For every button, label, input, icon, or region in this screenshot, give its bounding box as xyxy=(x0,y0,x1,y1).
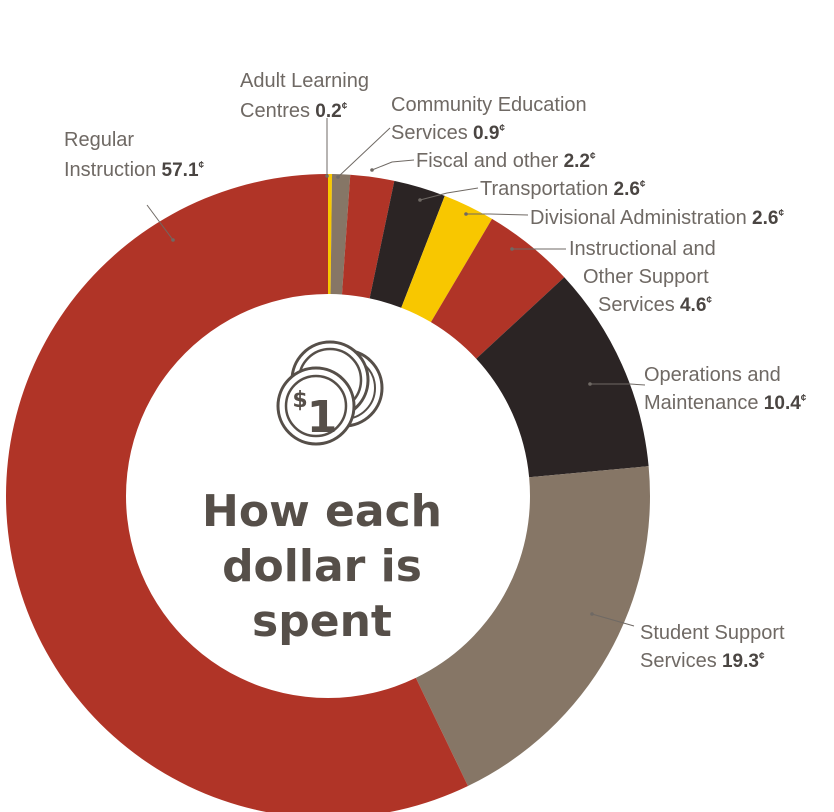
slice-label-5-line-2: Services 4.6¢ xyxy=(598,294,712,316)
cent-unit-4: ¢ xyxy=(778,208,784,219)
slice-1 xyxy=(330,174,351,295)
cent-unit-2: ¢ xyxy=(590,151,596,162)
slice-label-0-line-0: Adult Learning xyxy=(240,70,369,92)
slice-label-7-line-0: Student Support xyxy=(640,622,785,644)
leader-line-4 xyxy=(466,213,529,216)
cent-unit-3: ¢ xyxy=(640,179,646,190)
coin-dollar-sign: $ xyxy=(292,388,307,413)
slice-value-3: 2.6 xyxy=(608,179,640,200)
leader-dot-3 xyxy=(418,198,422,202)
leader-dot-6 xyxy=(588,382,592,386)
leader-dot-2 xyxy=(370,168,374,172)
slice-2 xyxy=(341,174,395,299)
slice-3 xyxy=(369,180,445,308)
slice-label-6-line-1: Maintenance 10.4¢ xyxy=(644,392,807,414)
leader-dot-0 xyxy=(325,174,329,178)
cent-unit-6: ¢ xyxy=(801,393,807,404)
coin-stack-icon: $ 1 xyxy=(276,340,384,446)
slice-4 xyxy=(401,195,493,323)
slice-value-2: 2.2 xyxy=(558,151,590,172)
chart-title-line-2: spent xyxy=(252,596,392,647)
slice-label-1-line-0: Community Education xyxy=(391,94,587,116)
slice-label-8-line-1: Instruction 57.1¢ xyxy=(64,159,205,181)
coin-amount: 1 xyxy=(307,392,338,443)
slice-6 xyxy=(476,277,649,478)
leader-dot-7 xyxy=(590,612,594,616)
slice-labels: Adult Learning Centres 0.2¢ Community Educ… xyxy=(64,70,807,672)
slice-label-3-line-0: Transportation 2.6¢ xyxy=(480,178,646,200)
slice-8 xyxy=(6,174,468,812)
slice-5 xyxy=(430,218,565,359)
cent-unit-1: ¢ xyxy=(499,123,505,134)
chart-title-line-1: dollar is xyxy=(222,541,422,592)
slice-label-2-line-0: Fiscal and other 2.2¢ xyxy=(416,150,596,172)
leader-dot-5 xyxy=(510,247,514,251)
slice-7 xyxy=(415,466,651,786)
leader-dot-8 xyxy=(171,238,175,242)
slice-value-4: 2.6 xyxy=(747,208,779,229)
slice-label-1-line-1: Services 0.9¢ xyxy=(391,122,505,144)
slice-label-0-line-1: Centres 0.2¢ xyxy=(240,100,348,122)
cent-unit-0: ¢ xyxy=(342,101,348,112)
leader-line-7 xyxy=(591,613,635,627)
slice-value-0: 0.2 xyxy=(310,101,342,122)
slice-label-5-line-0: Instructional and xyxy=(569,238,716,260)
leader-lines xyxy=(146,118,646,627)
slice-label-4-line-0: Divisional Administration 2.6¢ xyxy=(530,207,784,229)
cent-unit-7: ¢ xyxy=(759,651,765,662)
leader-line-1 xyxy=(337,127,391,178)
slice-0 xyxy=(328,174,333,295)
slice-label-8-line-0: Regular xyxy=(64,129,134,151)
cent-unit-5: ¢ xyxy=(706,295,712,306)
chart-title-line-0: How each xyxy=(202,486,442,537)
slice-value-8: 57.1 xyxy=(156,160,199,181)
donut-slices xyxy=(6,174,651,812)
slice-label-6-line-0: Operations and xyxy=(644,364,781,386)
slice-value-5: 4.6 xyxy=(675,295,707,316)
slice-value-6: 10.4 xyxy=(759,393,802,414)
slice-label-7-line-1: Services 19.3¢ xyxy=(640,650,765,672)
leader-dot-4 xyxy=(464,212,468,216)
chart-title: How each dollar is spent xyxy=(202,486,442,647)
leader-line-6 xyxy=(590,383,646,386)
leader-line-2 xyxy=(371,159,415,171)
slice-value-7: 19.3 xyxy=(717,651,759,672)
cent-unit-8: ¢ xyxy=(199,160,205,171)
leader-line-3 xyxy=(419,187,479,201)
slice-value-1: 0.9 xyxy=(468,123,500,144)
slice-label-5-line-1: Other Support xyxy=(583,266,709,288)
leader-dot-1 xyxy=(336,175,340,179)
leader-line-8 xyxy=(146,204,174,241)
